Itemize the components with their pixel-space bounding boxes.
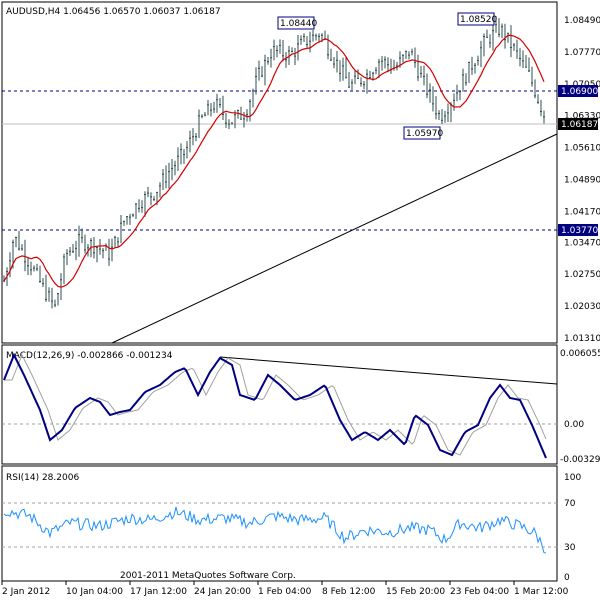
level-tag-106900-text: 1.06900	[561, 87, 598, 97]
main-panel-frame	[1, 1, 558, 344]
level-tag-103770: 1.03770	[558, 224, 598, 236]
callout-108520-text: 1.08520	[460, 15, 497, 25]
price-axis-label: 1.04170	[564, 207, 600, 217]
time-axis: 2 Jan 2012 10 Jan 04:00 17 Jan 12:00 24 Jan…	[1, 581, 569, 597]
macd-axis-zero: 0.00	[564, 420, 584, 430]
price-axis-label: 1.05610	[564, 144, 600, 154]
time-axis-label: 8 Feb 12:00	[322, 587, 376, 597]
price-axis-label: 1.08490	[564, 16, 600, 26]
rsi-title: RSI(14) 28.2006	[6, 473, 79, 483]
support-trendline[interactable]	[111, 133, 558, 344]
price-axis: 1.08490 1.07770 1.07050 1.06330 1.05610 1.048…	[564, 16, 600, 344]
macd-line	[3, 352, 547, 459]
time-axis-label: 23 Feb 04:00	[450, 587, 509, 597]
macd-trendline[interactable]	[219, 356, 558, 385]
callout-105970-text: 1.05970	[406, 129, 443, 139]
moving-average-line	[3, 34, 545, 288]
price-axis-label: 1.07050	[564, 80, 600, 90]
time-axis-label: 24 Jan 20:00	[194, 587, 251, 597]
time-axis-label: 1 Mar 12:00	[514, 587, 569, 597]
symbol-header: AUDUSD,H4 1.06456 1.06570 1.06037 1.0618…	[6, 7, 221, 17]
callout-105970[interactable]: 1.05970	[403, 126, 443, 140]
price-axis-label: 1.02030	[564, 302, 600, 312]
macd-panel-frame	[1, 344, 558, 465]
level-tag-106900: 1.06900	[558, 85, 598, 97]
time-axis-label: 15 Feb 20:00	[386, 587, 445, 597]
callout-108440-text: 1.08440	[280, 19, 317, 29]
time-axis-label: 1 Feb 04:00	[258, 587, 312, 597]
price-axis-label: 1.02750	[564, 270, 600, 280]
time-axis-label: 17 Jan 12:00	[130, 587, 187, 597]
price-axis-label: 1.07770	[564, 48, 600, 58]
price-axis-label: 1.04890	[564, 175, 600, 185]
time-axis-label: 2 Jan 2012	[2, 587, 50, 597]
rsi-axis-30: 30	[564, 543, 576, 553]
macd-title: MACD(12,26,9) -0.002866 -0.001234	[6, 351, 173, 361]
rsi-panel-frame	[1, 465, 558, 582]
current-price-tag-text: 1.06187	[561, 120, 598, 130]
callout-108520[interactable]: 1.08520	[457, 12, 497, 26]
current-price-tag: 1.06187	[558, 118, 598, 130]
rsi-axis-100: 100	[564, 473, 581, 483]
rsi-axis-0: 0	[564, 573, 570, 583]
price-axis-label: 1.06330	[564, 112, 600, 122]
rsi-axis-70: 70	[564, 499, 576, 509]
copyright-text: 2001-2011 MetaQuotes Software Corp.	[120, 571, 296, 581]
rsi-line	[3, 506, 547, 554]
price-axis-label: 1.01310	[564, 334, 600, 344]
macd-axis-bottom: -0.00329	[560, 455, 600, 465]
callout-108440[interactable]: 1.08440	[277, 16, 317, 30]
time-axis-label: 10 Jan 04:00	[66, 587, 123, 597]
level-tag-103770-text: 1.03770	[561, 226, 598, 236]
macd-axis-top: 0.006055	[560, 349, 600, 359]
price-axis-label: 1.03470	[564, 238, 600, 248]
candlestick-series	[3, 15, 545, 309]
